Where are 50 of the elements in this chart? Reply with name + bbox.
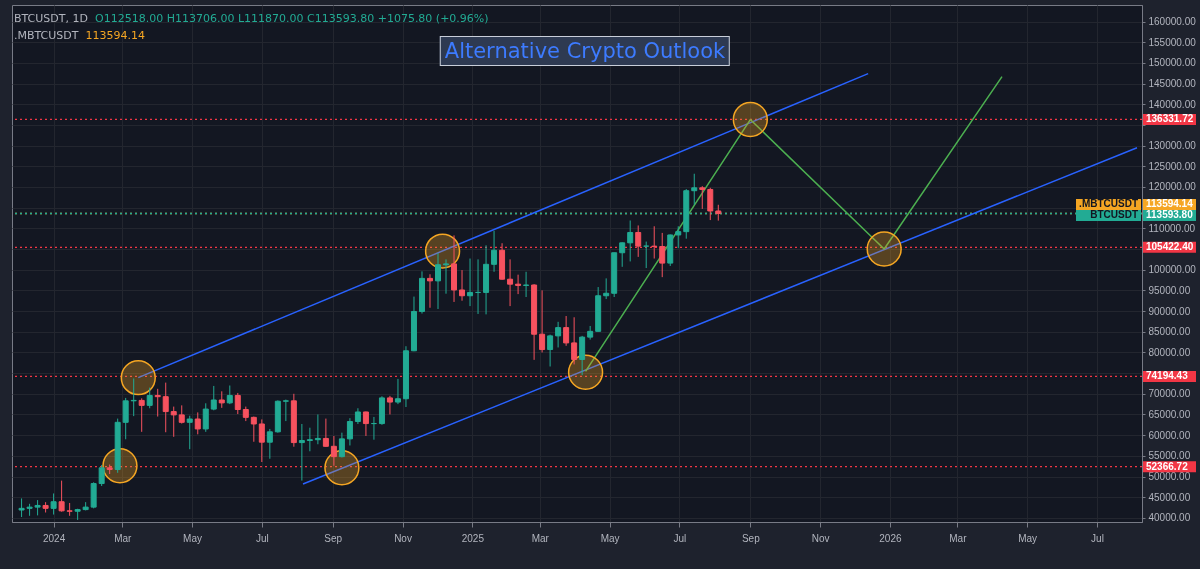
y-tick-label: 100000.00 xyxy=(1148,264,1197,276)
x-tick-label: 2025 xyxy=(461,532,485,544)
x-tick-label: Nov xyxy=(811,532,830,544)
x-tick-label: Jul xyxy=(673,532,687,544)
y-tick-label: 55000.00 xyxy=(1148,450,1191,462)
y-tick-label: 95000.00 xyxy=(1148,284,1191,296)
y-tick-label: 70000.00 xyxy=(1148,388,1191,400)
ref-line-label: 105422.40 xyxy=(1146,241,1194,253)
x-tick-label: 2024 xyxy=(42,532,66,544)
annotation: O112518.00 H113706.00 L111870.00 C113593.80 +1075.80 (+0.96%) xyxy=(95,12,489,25)
x-tick-label: Nov xyxy=(394,532,412,544)
x-tick-label: May xyxy=(183,532,202,544)
y-tick-label: 65000.00 xyxy=(1148,408,1191,420)
y-tick-label: 80000.00 xyxy=(1148,346,1191,358)
x-tick-label: Mar xyxy=(114,532,133,544)
y-tick-label: 90000.00 xyxy=(1148,305,1191,317)
y-tick-label: 145000.00 xyxy=(1148,78,1197,90)
x-tick-label: May xyxy=(600,532,620,544)
x-tick-label: May xyxy=(1018,532,1038,544)
y-tick-label: 120000.00 xyxy=(1148,181,1197,193)
ref-line-label: 52366.72 xyxy=(1146,460,1189,472)
x-tick-label: Jul xyxy=(1091,532,1104,544)
y-tick-label: 125000.00 xyxy=(1148,160,1197,172)
x-tick-label: Sep xyxy=(324,532,343,544)
x-tick-label: Mar xyxy=(949,532,968,544)
y-tick-label: 85000.00 xyxy=(1148,326,1191,338)
y-tick-label: 130000.00 xyxy=(1148,140,1197,152)
y-tick-label: 45000.00 xyxy=(1148,491,1191,503)
x-tick-label: Mar xyxy=(531,532,550,544)
y-tick-label: 140000.00 xyxy=(1148,98,1197,110)
annotation: BTCUSDT, 1D xyxy=(14,12,88,25)
x-tick-label: Jul xyxy=(255,532,269,544)
y-tick-label: 160000.00 xyxy=(1148,16,1197,28)
annotation: BTCUSDT xyxy=(1090,209,1138,221)
ref-line-label: 74194.43 xyxy=(1146,370,1189,382)
x-tick-label: Sep xyxy=(741,532,761,544)
ref-line-label: 113593.80 xyxy=(1146,209,1194,221)
ref-line-label: 136331.72 xyxy=(1146,113,1194,125)
text: Alternative Crypto Outlook xyxy=(439,36,731,66)
y-tick-label: 155000.00 xyxy=(1148,36,1197,48)
y-tick-label: 40000.00 xyxy=(1148,512,1191,524)
ref-line-label: 113594.14 xyxy=(1146,198,1194,210)
y-tick-label: 150000.00 xyxy=(1148,57,1197,69)
x-tick-label: 2026 xyxy=(879,532,902,544)
y-tick-label: 60000.00 xyxy=(1148,429,1191,441)
y-tick-label: 110000.00 xyxy=(1148,222,1196,234)
annotation: 113594.14 xyxy=(85,29,146,42)
y-tick-label: 50000.00 xyxy=(1148,471,1191,482)
annotation: .MBTCUSDT xyxy=(14,29,79,42)
annotation: .MBTCUSDT xyxy=(1079,198,1138,210)
